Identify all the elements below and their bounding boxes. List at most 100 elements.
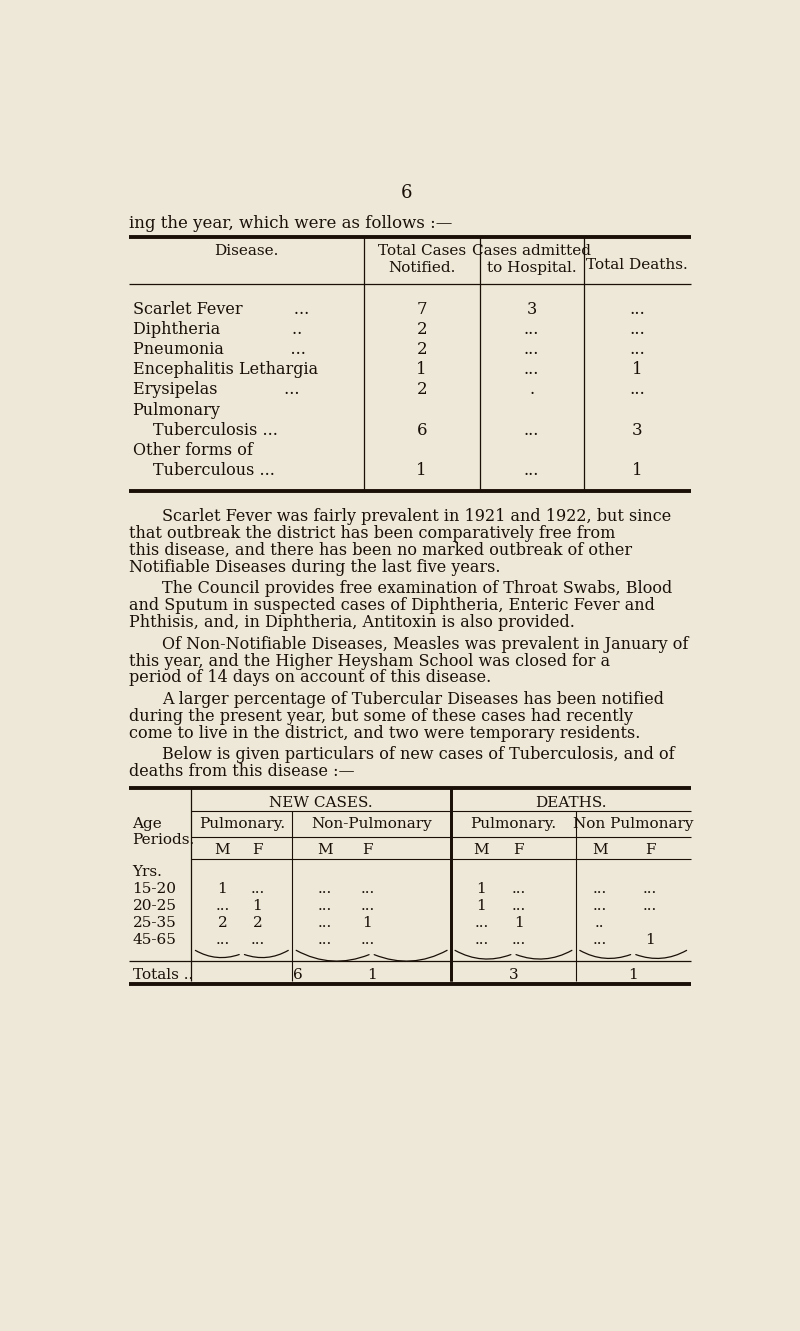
Text: 2: 2 (218, 916, 227, 930)
Text: ...: ... (593, 882, 607, 896)
Text: Of Non-Notifiable Diseases, Measles was prevalent in January of: Of Non-Notifiable Diseases, Measles was … (162, 636, 688, 652)
Text: 2: 2 (416, 321, 427, 338)
Text: 1: 1 (632, 362, 642, 378)
Text: M: M (592, 844, 608, 857)
Text: Phthisis, and, in Diphtheria, Antitoxin is also provided.: Phthisis, and, in Diphtheria, Antitoxin … (130, 614, 575, 631)
Text: Non-Pulmonary: Non-Pulmonary (311, 817, 432, 832)
Text: this disease, and there has been no marked outbreak of other: this disease, and there has been no mark… (130, 542, 633, 559)
Text: DEATHS.: DEATHS. (535, 796, 606, 809)
Text: 1: 1 (477, 898, 486, 913)
Text: ...: ... (630, 301, 645, 318)
Text: F: F (645, 844, 655, 857)
Text: ...: ... (360, 933, 374, 946)
Text: ...: ... (643, 882, 658, 896)
Text: The Council provides free examination of Throat Swabs, Blood: The Council provides free examination of… (162, 580, 672, 598)
Text: Total Cases
Notified.: Total Cases Notified. (378, 245, 466, 274)
Text: 20-25: 20-25 (133, 898, 177, 913)
Text: 15-20: 15-20 (133, 882, 177, 896)
Text: Below is given particulars of new cases of Tuberculosis, and of: Below is given particulars of new cases … (162, 747, 674, 764)
Text: ...: ... (474, 933, 489, 946)
Text: ...: ... (250, 933, 265, 946)
Text: NEW CASES.: NEW CASES. (270, 796, 373, 809)
Text: Disease.: Disease. (214, 245, 278, 258)
Text: Scarlet Fever was fairly prevalent in 1921 and 1922, but since: Scarlet Fever was fairly prevalent in 19… (162, 507, 671, 524)
Text: Pulmonary.: Pulmonary. (470, 817, 557, 832)
Text: F: F (362, 844, 373, 857)
Text: ...: ... (643, 898, 658, 913)
Text: 1: 1 (416, 362, 427, 378)
Text: Diphtheria              ..: Diphtheria .. (133, 321, 302, 338)
Text: and Sputum in suspected cases of Diphtheria, Enteric Fever and: and Sputum in suspected cases of Diphthe… (130, 598, 655, 614)
Text: ...: ... (215, 898, 230, 913)
Text: ..: .. (595, 916, 605, 930)
Text: ...: ... (511, 933, 526, 946)
Text: M: M (214, 844, 230, 857)
Text: Pulmonary.: Pulmonary. (198, 817, 285, 832)
Text: 7: 7 (416, 301, 427, 318)
Text: ...: ... (250, 882, 265, 896)
Text: F: F (514, 844, 524, 857)
Text: ...: ... (524, 362, 539, 378)
Text: Tuberculosis ...: Tuberculosis ... (153, 422, 278, 438)
Text: .: . (529, 382, 534, 398)
Text: 45-65: 45-65 (133, 933, 177, 946)
Text: 2: 2 (416, 342, 427, 358)
Text: Tuberculous ...: Tuberculous ... (153, 462, 274, 479)
Text: Age
Periods.: Age Periods. (133, 817, 195, 848)
Text: 1: 1 (366, 968, 377, 982)
Text: ...: ... (524, 422, 539, 438)
Text: Encephalitis Lethargia: Encephalitis Lethargia (133, 362, 318, 378)
Text: 1: 1 (416, 462, 427, 479)
Text: 3: 3 (526, 301, 537, 318)
Text: ing the year, which were as follows :—: ing the year, which were as follows :— (130, 216, 453, 232)
Text: deaths from this disease :—: deaths from this disease :— (130, 764, 355, 780)
Text: M: M (317, 844, 333, 857)
Text: A larger percentage of Tubercular Diseases has been notified: A larger percentage of Tubercular Diseas… (162, 691, 664, 708)
Text: Pulmonary: Pulmonary (133, 402, 221, 418)
Text: 6: 6 (400, 185, 412, 202)
Text: ...: ... (360, 882, 374, 896)
Text: Cases admitted
to Hospital.: Cases admitted to Hospital. (472, 245, 591, 274)
Text: ...: ... (630, 321, 645, 338)
Text: ...: ... (318, 933, 332, 946)
Text: that outbreak the district has been comparatively free from: that outbreak the district has been comp… (130, 524, 616, 542)
Text: ...: ... (360, 898, 374, 913)
Text: 1: 1 (632, 462, 642, 479)
Text: come to live in the district, and two were temporary residents.: come to live in the district, and two we… (130, 725, 641, 741)
Text: 1: 1 (253, 898, 262, 913)
Text: 6: 6 (293, 968, 303, 982)
Text: M: M (474, 844, 489, 857)
Text: Non Pulmonary: Non Pulmonary (573, 817, 694, 832)
Text: Totals ..: Totals .. (133, 968, 193, 982)
Text: Notifiable Diseases during the last five years.: Notifiable Diseases during the last five… (130, 559, 501, 575)
Text: ...: ... (593, 933, 607, 946)
Text: 25-35: 25-35 (133, 916, 176, 930)
Text: F: F (252, 844, 262, 857)
Text: 2: 2 (253, 916, 262, 930)
Text: Erysipelas             ...: Erysipelas ... (133, 382, 299, 398)
Text: Yrs.: Yrs. (133, 865, 162, 878)
Text: ...: ... (318, 882, 332, 896)
Text: Pneumonia             ...: Pneumonia ... (133, 342, 306, 358)
Text: ...: ... (630, 382, 645, 398)
Text: this year, and the Higher Heysham School was closed for a: this year, and the Higher Heysham School… (130, 652, 610, 669)
Text: ...: ... (593, 898, 607, 913)
Text: ...: ... (524, 462, 539, 479)
Text: ...: ... (511, 882, 526, 896)
Text: ...: ... (474, 916, 489, 930)
Text: ...: ... (524, 342, 539, 358)
Text: 1: 1 (362, 916, 372, 930)
Text: ...: ... (630, 342, 645, 358)
Text: 3: 3 (632, 422, 642, 438)
Text: 1: 1 (514, 916, 523, 930)
Text: during the present year, but some of these cases had recently: during the present year, but some of the… (130, 708, 634, 725)
Text: ...: ... (215, 933, 230, 946)
Text: Total Deaths.: Total Deaths. (586, 258, 688, 273)
Text: 1: 1 (646, 933, 655, 946)
Text: 3: 3 (509, 968, 518, 982)
Text: Scarlet Fever          ...: Scarlet Fever ... (133, 301, 309, 318)
Text: 1: 1 (218, 882, 227, 896)
Text: ...: ... (524, 321, 539, 338)
Text: ...: ... (318, 898, 332, 913)
Text: ...: ... (511, 898, 526, 913)
